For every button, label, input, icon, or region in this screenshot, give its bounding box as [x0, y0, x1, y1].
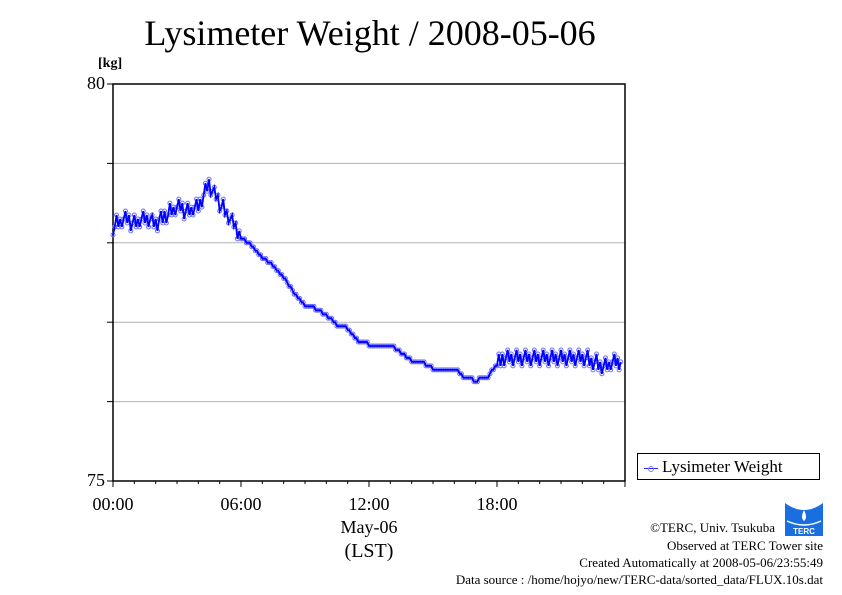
y-tick-label: 75 — [87, 470, 105, 490]
footer-source: Data source : /home/hojyo/new/TERC-data/… — [455, 572, 823, 587]
footer-created: Created Automatically at 2008-05-06/23:5… — [579, 555, 823, 570]
x-axis-label: May-06 — [341, 517, 398, 537]
chart-title: Lysimeter Weight / 2008-05-06 — [144, 13, 596, 53]
svg-text:TERC: TERC — [793, 527, 815, 536]
x-tick-label: 06:00 — [220, 494, 261, 514]
y-tick-label: 80 — [87, 73, 105, 93]
plot-frame — [112, 83, 626, 482]
y-axis-unit: [kg] — [98, 56, 123, 71]
x-tick-label: 18:00 — [476, 494, 517, 514]
x-axis-sublabel: (LST) — [345, 540, 394, 562]
legend-label: Lysimeter Weight — [662, 457, 783, 476]
footer-observed: Observed at TERC Tower site — [666, 538, 823, 553]
x-tick-label: 00:00 — [92, 494, 133, 514]
series-line — [112, 179, 622, 383]
legend: Lysimeter Weight — [637, 453, 820, 480]
x-tick-label: 12:00 — [348, 494, 389, 514]
footer-copyright: ©TERC, Univ. Tsukuba — [650, 520, 775, 535]
legend-swatch — [644, 465, 658, 472]
terc-logo: TERC — [785, 503, 823, 536]
